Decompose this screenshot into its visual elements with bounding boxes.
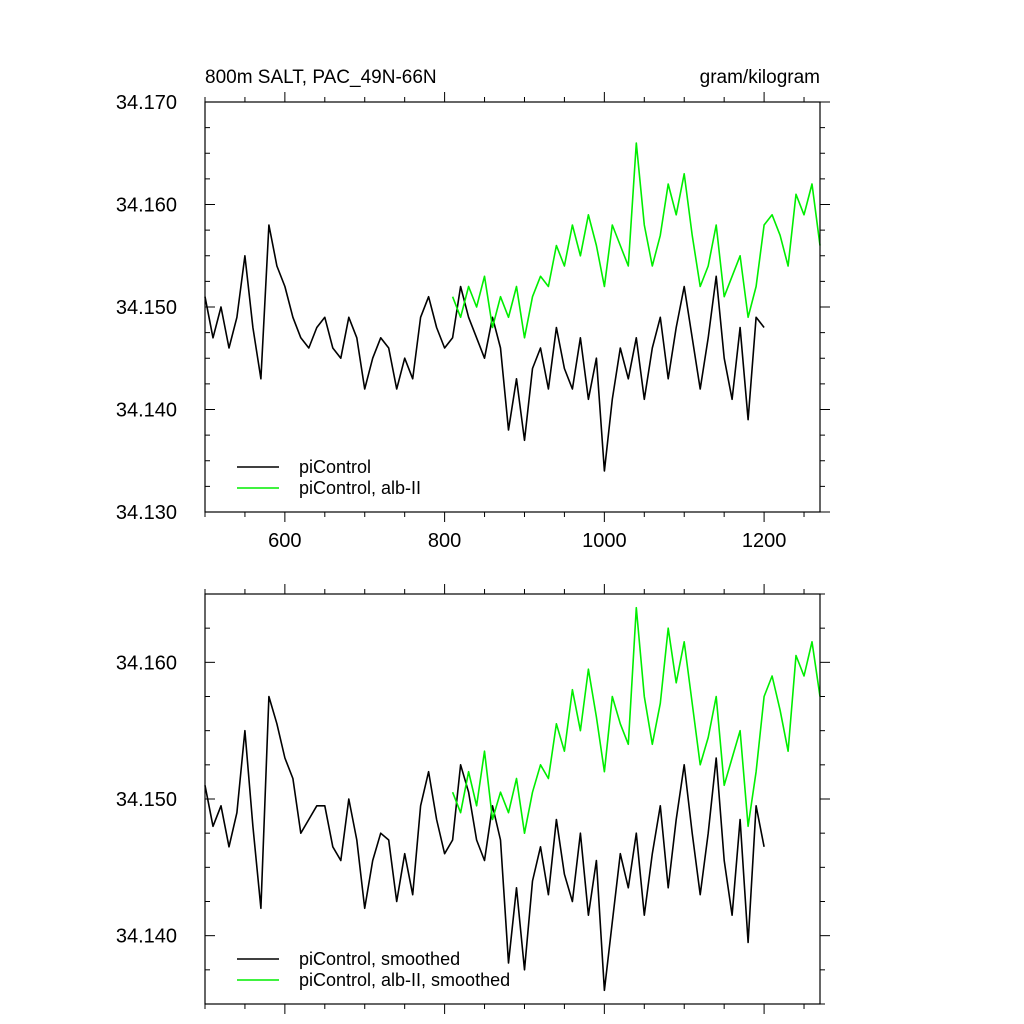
y-tick-label: 34.150 [116,297,177,319]
y-tick-label: 34.140 [116,926,177,948]
bottom-ticks: 34.140 34.150 34.160 [116,584,830,1014]
series-line-picontrol-alb-ii [451,142,821,339]
y-tick-label: 34.150 [116,789,177,811]
bottom-series [204,606,821,992]
units-label: gram/kilogram [700,67,820,88]
y-tick-label: 34.160 [116,652,177,674]
x-tick-label: 1200 [742,530,787,552]
x-tick-label: 800 [428,530,461,552]
top-ticks: 600 800 1000 1200 34.130 34.140 34.150 34.160 34… [116,92,830,552]
x-tick-label: 600 [268,530,301,552]
chart-title: 800m SALT, PAC_49N-66N [205,67,437,88]
series-line-picontrol-alb-ii [451,606,821,835]
top-plot-frame [204,101,821,513]
series-line-picontrol [204,695,765,992]
legend-label: piControl, alb-II [299,478,421,498]
y-tick-label: 34.130 [116,502,177,524]
y-tick-label: 34.160 [116,195,177,217]
y-tick-label: 34.170 [116,92,177,114]
series-line-picontrol [204,224,765,472]
y-tick-label: 34.140 [116,400,177,422]
legend-label: piControl [299,457,371,477]
legend-label: piControl, alb-II, smoothed [299,970,510,990]
bottom-plot-frame [204,593,821,1005]
top-panel: 800m SALT, PAC_49N-66N gram/kilogram 600… [116,67,830,552]
bottom-panel: 34.140 34.150 34.160 piControl, smoothedpi… [116,584,830,1014]
x-tick-label: 1000 [582,530,627,552]
legend-label: piControl, smoothed [299,949,460,969]
top-series [204,142,821,472]
